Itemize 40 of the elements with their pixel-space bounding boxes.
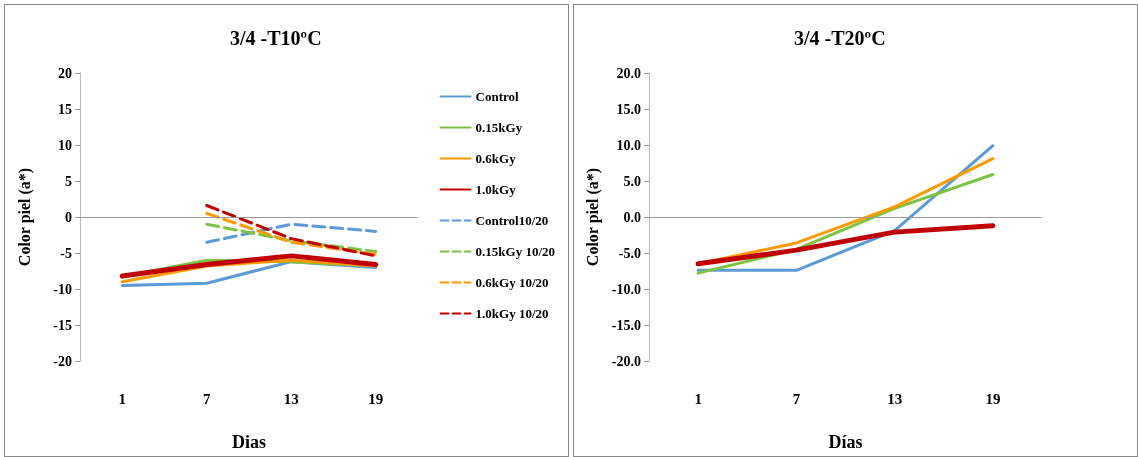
y-tick-label: 15.0: [616, 101, 641, 117]
y-tick-label: 20.0: [616, 65, 641, 81]
legend-label: 1.0kGy 10/20: [475, 306, 549, 321]
x-axis-title: Dias: [231, 432, 267, 452]
x-tick-label: 13: [283, 390, 299, 407]
legend-label: 0.15kGy 10/20: [475, 244, 556, 259]
y-tick-label: 10: [58, 137, 72, 153]
x-tick-label: 1: [694, 390, 702, 407]
y-tick-label: -10: [53, 281, 72, 297]
y-tick-label: 0: [65, 209, 72, 225]
y-tick-label: -20: [53, 353, 72, 369]
y-tick-label: -10.0: [611, 281, 641, 297]
chart-title: 3/4 -T10ºC: [230, 27, 322, 49]
y-tick-label: 20: [58, 65, 72, 81]
legend-label: Control: [475, 89, 520, 104]
x-tick-label: 7: [792, 390, 801, 407]
y-tick-label: -5.0: [618, 245, 641, 261]
y-tick-label: 5: [65, 173, 72, 189]
y-tick-label: 15: [58, 101, 72, 117]
y-tick-label: -15: [53, 317, 72, 333]
x-tick-label: 19: [368, 390, 384, 407]
y-tick-label: 5.0: [623, 173, 641, 189]
y-axis-title: Color piel (a*): [15, 167, 34, 267]
y-axis-title: Color piel (a*): [584, 167, 603, 267]
legend-label: 1.0kGy: [475, 182, 517, 197]
x-tick-label: 19: [985, 390, 1001, 407]
x-axis-title: Días: [828, 432, 863, 452]
x-tick-label: 13: [887, 390, 903, 407]
x-tick-label: 1: [118, 390, 126, 407]
y-tick-label: -20.0: [611, 353, 641, 369]
y-tick-label: 10.0: [616, 137, 641, 153]
legend-label: Control10/20: [475, 213, 549, 228]
y-tick-label: -15.0: [611, 317, 641, 333]
legend-label: 0.6kGy: [475, 151, 517, 166]
x-tick-label: 7: [203, 390, 211, 407]
legend-label: 0.15kGy: [475, 120, 523, 135]
chart-title: 3/4 -T20ºC: [794, 27, 886, 49]
y-tick-label: 0.0: [623, 209, 641, 225]
y-tick-label: -5: [60, 245, 72, 261]
legend-label: 0.6kGy 10/20: [475, 275, 549, 290]
